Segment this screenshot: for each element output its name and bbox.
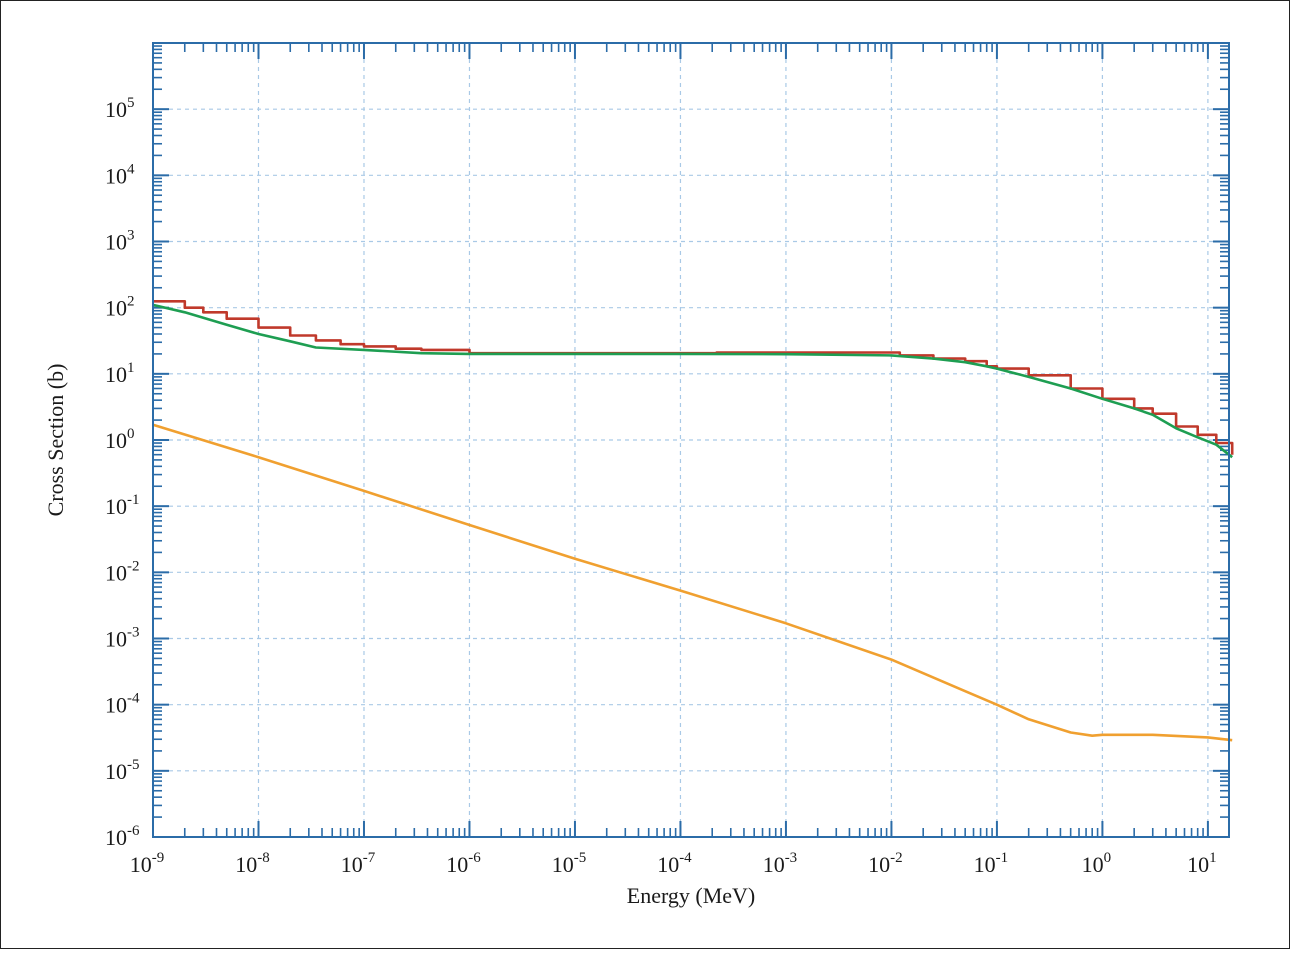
x-tick-label: 10-7 [341, 850, 376, 877]
y-axis-label: Cross Section (b) [43, 364, 68, 517]
x-tick-label: 10-6 [446, 850, 481, 877]
x-axis-label: Energy (MeV) [627, 883, 756, 908]
series-line-3 [153, 425, 1232, 740]
x-tick-label: 10-3 [763, 850, 798, 877]
y-tick-label: 103 [105, 228, 135, 255]
x-tick-label: 10-2 [868, 850, 903, 877]
series-1 [153, 301, 1232, 454]
x-tick-label: 10-1 [974, 850, 1009, 877]
x-tick-label: 10-4 [657, 850, 692, 877]
y-tick-label: 102 [105, 294, 135, 321]
grid-layer [153, 43, 1229, 837]
x-tick-label: 10-9 [130, 850, 165, 877]
series-line-1 [153, 301, 1232, 454]
y-tick-label: 104 [105, 161, 135, 188]
y-tick-label: 101 [105, 360, 135, 387]
series-layer [153, 301, 1232, 740]
y-tick-label: 100 [105, 426, 135, 453]
y-tick-label: 105 [105, 95, 135, 122]
tick-labels: 10-9 10-8 10-7 10-6 10-5 10-4 10-3 10-2 10-1 100 1… [105, 95, 1217, 877]
y-tick-label: 10-3 [105, 625, 140, 652]
y-tick-label: 10-6 [105, 823, 140, 850]
y-tick-label: 10-1 [105, 492, 140, 519]
x-tick-label: 100 [1082, 850, 1112, 877]
y-tick-label: 10-5 [105, 757, 140, 784]
x-tick-label: 10-5 [552, 850, 587, 877]
y-tick-label: 10-2 [105, 558, 140, 585]
y-tick-label: 10-4 [105, 691, 140, 718]
series-3 [153, 425, 1232, 740]
x-tick-label: 10-8 [235, 850, 269, 877]
x-tick-label: 101 [1187, 850, 1217, 877]
